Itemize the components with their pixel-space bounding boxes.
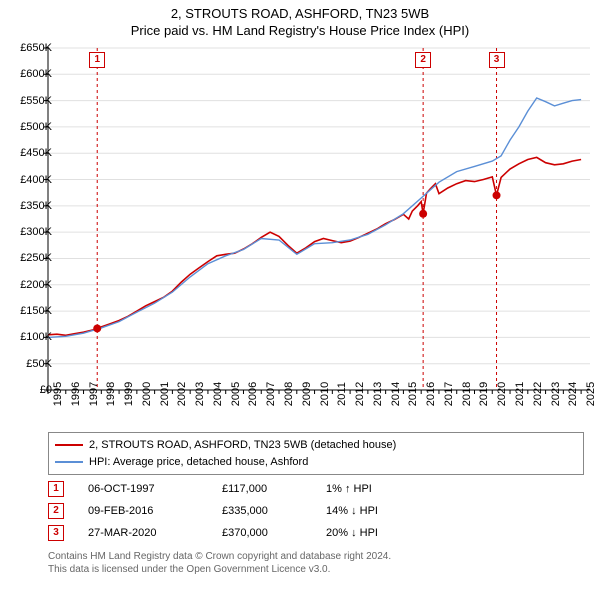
chart-area: 1 2 3 <box>48 48 590 390</box>
x-tick-label: 2010 <box>319 382 331 406</box>
event-row: 1 06-OCT-1997 £117,000 1% ↑ HPI <box>48 478 584 500</box>
x-tick-label: 2016 <box>425 382 437 406</box>
events-table: 1 06-OCT-1997 £117,000 1% ↑ HPI 2 09-FEB… <box>48 478 584 544</box>
legend-swatch <box>55 461 83 463</box>
y-tick-label: £50K <box>8 358 52 370</box>
x-tick-label: 2003 <box>194 382 206 406</box>
legend-row: 2, STROUTS ROAD, ASHFORD, TN23 5WB (deta… <box>55 437 577 454</box>
x-tick-label: 2009 <box>301 382 313 406</box>
legend: 2, STROUTS ROAD, ASHFORD, TN23 5WB (deta… <box>48 432 584 475</box>
event-delta: 14% ↓ HPI <box>326 505 378 517</box>
chart-title-block: 2, STROUTS ROAD, ASHFORD, TN23 5WB Price… <box>0 0 600 40</box>
event-date: 06-OCT-1997 <box>88 483 198 495</box>
legend-row: HPI: Average price, detached house, Ashf… <box>55 454 577 471</box>
legend-label: HPI: Average price, detached house, Ashf… <box>89 454 308 471</box>
event-date: 09-FEB-2016 <box>88 505 198 517</box>
y-tick-label: £150K <box>8 305 52 317</box>
event-date: 27-MAR-2020 <box>88 527 198 539</box>
event-marker-box: 3 <box>48 525 64 541</box>
y-tick-label: £550K <box>8 95 52 107</box>
x-tick-label: 2005 <box>230 382 242 406</box>
y-tick-label: £200K <box>8 279 52 291</box>
title-line-1: 2, STROUTS ROAD, ASHFORD, TN23 5WB <box>0 6 600 23</box>
legend-label: 2, STROUTS ROAD, ASHFORD, TN23 5WB (deta… <box>89 437 396 454</box>
y-tick-label: £500K <box>8 121 52 133</box>
x-tick-label: 1995 <box>52 382 64 406</box>
footer-attribution: Contains HM Land Registry data © Crown c… <box>48 550 584 576</box>
x-tick-label: 2007 <box>265 382 277 406</box>
x-tick-label: 2022 <box>532 382 544 406</box>
y-tick-label: £300K <box>8 226 52 238</box>
footer-line-2: This data is licensed under the Open Gov… <box>48 563 584 576</box>
x-tick-label: 2001 <box>159 382 171 406</box>
x-tick-label: 2021 <box>514 382 526 406</box>
x-tick-label: 2002 <box>176 382 188 406</box>
event-marker-box: 1 <box>48 481 64 497</box>
event-marker-box: 2 <box>48 503 64 519</box>
x-tick-label: 2020 <box>496 382 508 406</box>
x-tick-label: 2004 <box>212 382 224 406</box>
title-line-2: Price paid vs. HM Land Registry's House … <box>0 23 600 40</box>
x-tick-label: 1998 <box>105 382 117 406</box>
x-tick-label: 2017 <box>443 382 455 406</box>
event-price: £335,000 <box>222 505 302 517</box>
y-tick-label: £100K <box>8 331 52 343</box>
y-tick-label: £0 <box>8 384 52 396</box>
x-tick-label: 2024 <box>567 382 579 406</box>
y-tick-label: £400K <box>8 174 52 186</box>
y-tick-label: £650K <box>8 42 52 54</box>
chart-marker-box: 2 <box>415 52 431 68</box>
x-tick-label: 2025 <box>585 382 597 406</box>
x-tick-label: 2006 <box>247 382 259 406</box>
footer-line-1: Contains HM Land Registry data © Crown c… <box>48 550 584 563</box>
x-tick-label: 1997 <box>88 382 100 406</box>
x-tick-label: 2012 <box>354 382 366 406</box>
legend-swatch <box>55 444 83 446</box>
x-tick-label: 2015 <box>407 382 419 406</box>
x-tick-label: 1999 <box>123 382 135 406</box>
event-delta: 20% ↓ HPI <box>326 527 378 539</box>
x-tick-label: 2011 <box>336 382 348 406</box>
event-price: £370,000 <box>222 527 302 539</box>
x-tick-label: 2018 <box>461 382 473 406</box>
chart-marker-box: 3 <box>489 52 505 68</box>
event-delta: 1% ↑ HPI <box>326 483 372 495</box>
chart-marker-box: 1 <box>89 52 105 68</box>
x-tick-label: 2008 <box>283 382 295 406</box>
y-tick-label: £350K <box>8 200 52 212</box>
y-tick-label: £450K <box>8 147 52 159</box>
x-tick-label: 2014 <box>390 382 402 406</box>
chart-svg <box>48 48 590 390</box>
x-tick-label: 1996 <box>70 382 82 406</box>
event-row: 2 09-FEB-2016 £335,000 14% ↓ HPI <box>48 500 584 522</box>
x-tick-label: 2023 <box>550 382 562 406</box>
x-tick-label: 2000 <box>141 382 153 406</box>
event-price: £117,000 <box>222 483 302 495</box>
event-row: 3 27-MAR-2020 £370,000 20% ↓ HPI <box>48 522 584 544</box>
y-tick-label: £600K <box>8 68 52 80</box>
y-tick-label: £250K <box>8 252 52 264</box>
x-tick-label: 2013 <box>372 382 384 406</box>
x-tick-label: 2019 <box>478 382 490 406</box>
